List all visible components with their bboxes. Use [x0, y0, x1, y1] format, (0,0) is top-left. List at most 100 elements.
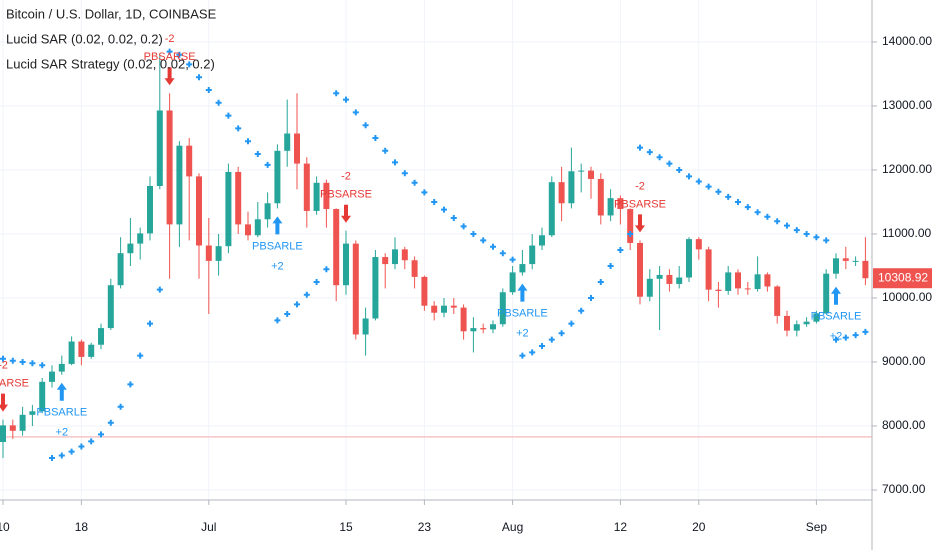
candle-body [235, 171, 242, 225]
x-tick-label: Aug [502, 520, 523, 534]
candle-body [9, 425, 16, 431]
sar-point [205, 86, 212, 93]
candle-body [215, 246, 222, 261]
sar-point [666, 160, 673, 167]
x-tick-label: 18 [75, 520, 89, 534]
candle-body [735, 272, 741, 289]
sar-point [715, 188, 722, 195]
sar-point [186, 61, 193, 68]
candle-body [205, 245, 212, 261]
y-tick-label: 14000.00 [882, 34, 932, 48]
candle-body [117, 253, 124, 286]
sar-point [343, 96, 349, 103]
candle-body [754, 274, 761, 290]
signal-arrow [341, 204, 351, 223]
chart-title: Bitcoin / U.S. Dollar, 1D, COINBASE [6, 6, 217, 21]
candle-body [323, 182, 330, 210]
candle-body [441, 305, 447, 313]
candle-body [127, 243, 134, 254]
candle-body [470, 328, 477, 332]
candle-body [225, 171, 232, 247]
signal-arrow [635, 214, 645, 233]
sar-point [137, 352, 144, 359]
candle-body [0, 425, 6, 443]
candle-body [264, 203, 271, 220]
sar-point [568, 320, 575, 327]
sar-point [166, 48, 173, 55]
candle-body [695, 239, 702, 250]
sar-point [617, 247, 624, 253]
candle-body [421, 276, 428, 306]
candle-body [656, 274, 663, 279]
sar-point [735, 198, 741, 205]
candle-body [186, 145, 193, 177]
candle-body [607, 198, 614, 216]
sar-point [725, 193, 732, 200]
x-tick-label: 15 [339, 520, 353, 534]
signal-label: PBSARLE [811, 311, 862, 323]
sar-point [686, 173, 692, 180]
signal-size: -2 [341, 171, 351, 183]
sar-point [833, 336, 839, 343]
candle-body [539, 235, 545, 246]
sar-point [490, 243, 496, 250]
candle-body [705, 249, 712, 290]
candle-body [98, 328, 104, 345]
sar-point [176, 51, 183, 58]
sar-point [852, 332, 859, 339]
sar-point [245, 138, 251, 145]
sar-point [254, 150, 261, 157]
candle-body [725, 272, 732, 291]
sar-point [519, 352, 526, 359]
candle-body [303, 163, 310, 211]
candle-body [147, 185, 153, 234]
sar-point [813, 234, 820, 241]
sar-point [421, 189, 428, 196]
sar-point [333, 90, 340, 97]
sar-point [215, 99, 222, 106]
candle-body [29, 411, 36, 415]
candle-body [343, 243, 349, 286]
candle-body [617, 198, 624, 210]
sar-point [676, 166, 683, 173]
sar-point [0, 355, 6, 362]
signal-arrow [831, 286, 841, 305]
x-tick-label: Sep [806, 520, 828, 534]
candle-body [529, 245, 536, 265]
x-tick-label: 20 [692, 520, 706, 534]
sar-point [156, 286, 163, 293]
sar-point [529, 349, 536, 356]
candle-body [156, 110, 163, 186]
candle-body [431, 305, 438, 313]
x-tick-label: 10 [0, 520, 10, 534]
sar-point [147, 320, 153, 327]
sar-point [499, 250, 506, 257]
y-tick-label: 7000.00 [882, 482, 926, 496]
sar-point [774, 218, 781, 225]
candle-body [499, 292, 506, 325]
candle-body [715, 289, 722, 291]
signal-label: PBSARSE [0, 378, 29, 390]
candle-body [450, 305, 457, 308]
candle-body [490, 324, 496, 330]
sar-point [49, 455, 55, 462]
sar-point [29, 360, 36, 367]
y-tick-label: 11000.00 [882, 226, 931, 240]
y-tick-label: 8000.00 [882, 418, 926, 432]
candle-body [78, 341, 85, 357]
sar-point [9, 357, 16, 364]
sar-point [784, 222, 790, 229]
candle-body [666, 274, 673, 284]
sar-point [362, 122, 369, 129]
signal-size: +2 [56, 427, 69, 439]
candle-body [597, 178, 604, 216]
y-tick-label: 9000.00 [882, 354, 926, 368]
candle-body [39, 381, 46, 412]
candle-body [352, 243, 359, 335]
sar-point [803, 230, 810, 237]
sar-point [441, 206, 447, 213]
sar-point [235, 125, 242, 132]
sar-point [578, 307, 585, 314]
candle-body [833, 258, 839, 274]
